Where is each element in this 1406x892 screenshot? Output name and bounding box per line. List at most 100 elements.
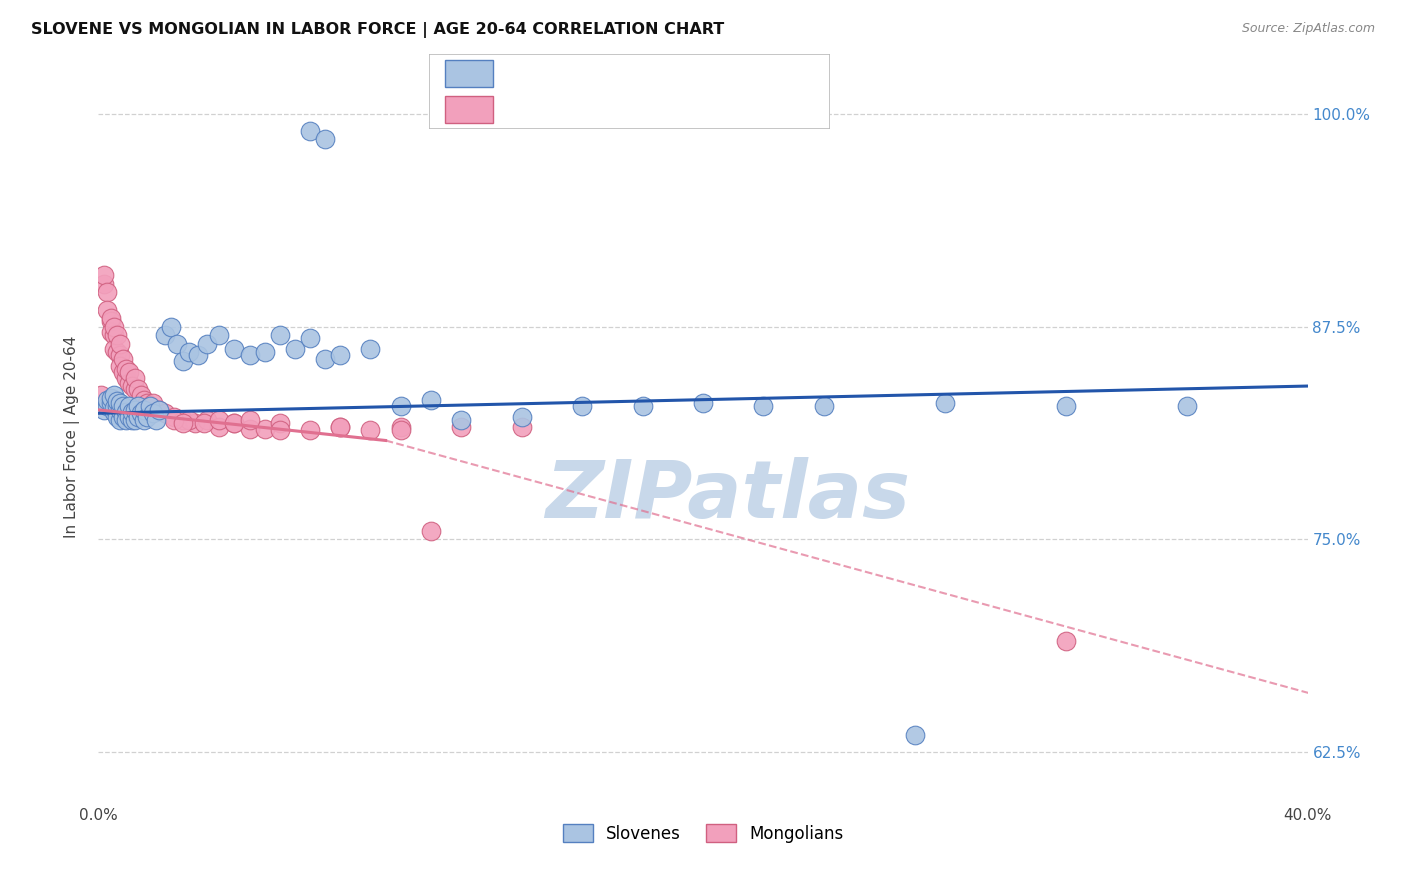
Point bbox=[132, 392, 155, 407]
Text: 66: 66 bbox=[749, 64, 772, 82]
Point bbox=[224, 342, 246, 356]
Point bbox=[142, 406, 165, 420]
Point bbox=[121, 404, 143, 418]
Point bbox=[166, 336, 188, 351]
Point bbox=[253, 345, 276, 359]
Point bbox=[299, 331, 322, 345]
FancyBboxPatch shape bbox=[429, 54, 830, 129]
Point bbox=[129, 387, 152, 401]
FancyBboxPatch shape bbox=[444, 60, 494, 87]
Point bbox=[96, 285, 118, 300]
Point bbox=[314, 351, 336, 366]
Point bbox=[450, 420, 472, 434]
Point bbox=[208, 413, 231, 427]
Point bbox=[114, 413, 136, 427]
Point bbox=[111, 409, 134, 424]
Point bbox=[153, 328, 176, 343]
Point bbox=[103, 319, 125, 334]
Point bbox=[148, 402, 170, 417]
Point bbox=[329, 420, 352, 434]
Point bbox=[420, 524, 443, 538]
Point bbox=[121, 413, 143, 427]
Point bbox=[224, 417, 246, 431]
Point bbox=[904, 728, 927, 742]
Point bbox=[108, 413, 131, 427]
Point bbox=[284, 342, 307, 356]
Text: R =: R = bbox=[513, 101, 544, 119]
Point bbox=[118, 366, 141, 380]
Point bbox=[269, 328, 291, 343]
Point bbox=[360, 423, 382, 437]
FancyBboxPatch shape bbox=[444, 96, 494, 123]
Point bbox=[100, 314, 122, 328]
Point bbox=[420, 392, 443, 407]
Point bbox=[108, 348, 131, 362]
Point bbox=[510, 409, 533, 424]
Y-axis label: In Labor Force | Age 20-64: In Labor Force | Age 20-64 bbox=[63, 336, 80, 538]
Point bbox=[360, 342, 382, 356]
Point bbox=[135, 396, 157, 410]
Point bbox=[160, 319, 183, 334]
Point bbox=[93, 268, 115, 283]
Point bbox=[389, 400, 412, 414]
Point bbox=[96, 302, 118, 317]
Point bbox=[124, 413, 146, 427]
Point bbox=[195, 336, 218, 351]
Point bbox=[172, 353, 194, 368]
Text: SLOVENE VS MONGOLIAN IN LABOR FORCE | AGE 20-64 CORRELATION CHART: SLOVENE VS MONGOLIAN IN LABOR FORCE | AG… bbox=[31, 22, 724, 38]
Point bbox=[129, 406, 152, 420]
Point bbox=[631, 400, 654, 414]
Point bbox=[208, 328, 231, 343]
Point bbox=[114, 362, 136, 376]
Point bbox=[96, 400, 118, 414]
Point bbox=[163, 413, 186, 427]
Point bbox=[187, 348, 209, 362]
Point bbox=[253, 421, 276, 435]
Text: R =: R = bbox=[513, 64, 544, 82]
Point bbox=[153, 406, 176, 420]
Point bbox=[139, 400, 162, 414]
Point bbox=[1054, 634, 1077, 648]
Point bbox=[269, 417, 291, 431]
Point bbox=[389, 420, 412, 434]
Point bbox=[105, 345, 128, 359]
Point bbox=[103, 342, 125, 356]
Point bbox=[124, 402, 146, 417]
Text: N =: N = bbox=[682, 64, 713, 82]
Point bbox=[100, 391, 122, 405]
Point bbox=[299, 423, 322, 437]
Point bbox=[195, 413, 218, 427]
Point bbox=[135, 409, 157, 424]
Point bbox=[121, 379, 143, 393]
Point bbox=[100, 396, 122, 410]
Point bbox=[163, 409, 186, 424]
Point bbox=[299, 124, 322, 138]
Point bbox=[193, 417, 215, 431]
Point bbox=[118, 400, 141, 414]
Point bbox=[124, 383, 146, 397]
Point bbox=[145, 413, 167, 427]
Point bbox=[105, 394, 128, 409]
Point bbox=[132, 402, 155, 417]
Point bbox=[208, 420, 231, 434]
Point bbox=[132, 413, 155, 427]
Text: 60: 60 bbox=[749, 101, 772, 119]
Point bbox=[142, 396, 165, 410]
Point bbox=[139, 400, 162, 414]
Point bbox=[108, 402, 131, 417]
Point bbox=[172, 417, 194, 431]
Point bbox=[100, 325, 122, 339]
Point bbox=[239, 348, 262, 362]
Point bbox=[118, 409, 141, 424]
Point bbox=[90, 387, 112, 401]
Point bbox=[127, 400, 149, 414]
Point bbox=[105, 400, 128, 414]
Point bbox=[239, 413, 262, 427]
Point bbox=[114, 404, 136, 418]
Point bbox=[105, 409, 128, 424]
Point bbox=[118, 376, 141, 390]
Point bbox=[692, 396, 714, 410]
Point bbox=[127, 409, 149, 424]
Point bbox=[269, 423, 291, 437]
Text: Source: ZipAtlas.com: Source: ZipAtlas.com bbox=[1241, 22, 1375, 36]
